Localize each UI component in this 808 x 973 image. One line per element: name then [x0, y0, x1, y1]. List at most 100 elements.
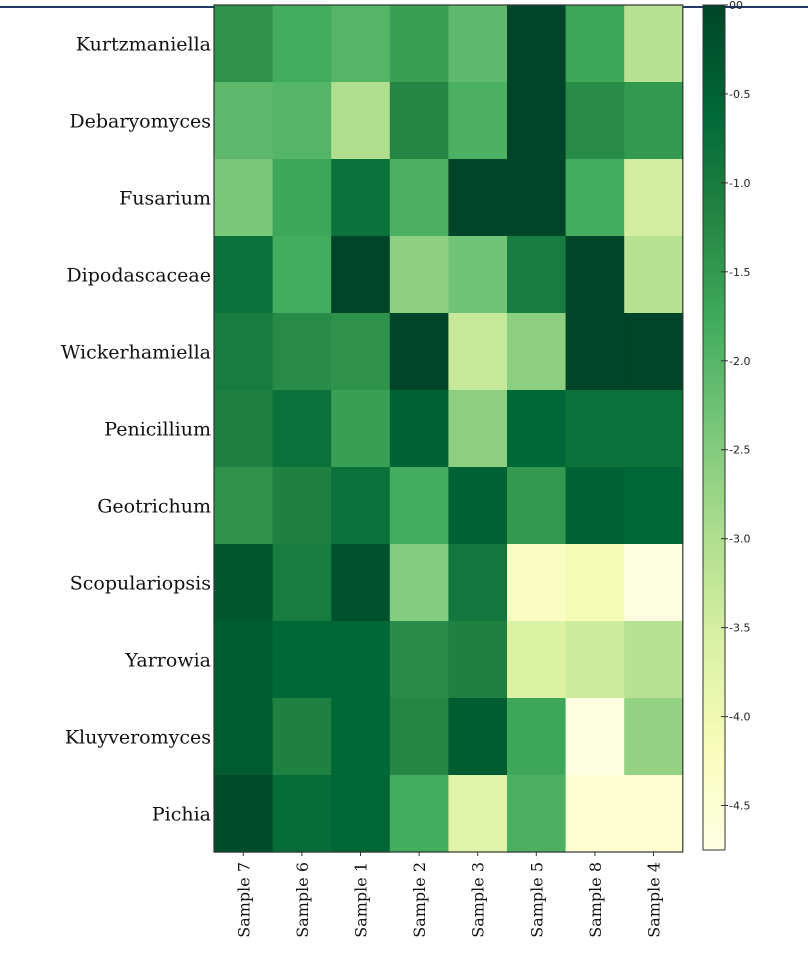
row-label: Kluyveromyces: [65, 727, 211, 749]
column-label: Sample 7: [234, 862, 253, 938]
heatmap-cell: [624, 775, 684, 853]
heatmap-cell: [331, 82, 391, 160]
heatmap-cell: [448, 82, 508, 160]
heatmap-cell: [507, 467, 567, 545]
heatmap-cell: [272, 698, 332, 776]
heatmap-cell: [448, 5, 508, 83]
heatmap-cell: [624, 5, 684, 83]
row-label: Pichia: [152, 804, 211, 826]
heatmap-cell: [565, 544, 625, 622]
heatmap-cell: [389, 698, 449, 776]
heatmap-cell: [272, 544, 332, 622]
colorbar-tick-label: -2.0: [729, 355, 750, 368]
heatmap-cell: [214, 313, 274, 391]
heatmap-cell: [331, 467, 391, 545]
heatmap-cell: [448, 313, 508, 391]
column-label: Sample 1: [352, 862, 371, 938]
heatmap-cell: [331, 5, 391, 83]
heatmap-cell: [624, 236, 684, 314]
heatmap-cell: [331, 313, 391, 391]
heatmap-cell: [507, 621, 567, 699]
heatmap-cell: [389, 159, 449, 237]
heatmap-cell: [272, 621, 332, 699]
row-label: Yarrowia: [124, 650, 211, 672]
heatmap-cell: [624, 698, 684, 776]
heatmap-cell: [214, 621, 274, 699]
heatmap-cell: [389, 236, 449, 314]
colorbar-tick-label: -3.5: [729, 622, 750, 635]
column-labels: Sample 7 Sample 6 Sample 1 Sample 2 Sample 3…: [234, 852, 664, 938]
heatmap-cell: [565, 5, 625, 83]
heatmap-cell: [507, 313, 567, 391]
heatmap-cell: [214, 698, 274, 776]
heatmap-cell: [272, 467, 332, 545]
heatmap-cell: [389, 390, 449, 468]
heatmap-cell: [331, 390, 391, 468]
colorbar-tick-label: -4.0: [729, 711, 750, 724]
heatmap-cell: [448, 775, 508, 853]
heatmap-cell: [331, 621, 391, 699]
column-label: Sample 2: [410, 862, 429, 938]
heatmap-cell: [624, 390, 684, 468]
heatmap-cell: [565, 467, 625, 545]
heatmap-cell: [565, 775, 625, 853]
colorbar-tick-label: -4.5: [729, 800, 750, 813]
heatmap-cell: [507, 390, 567, 468]
heatmap-cell: [507, 236, 567, 314]
heatmap-cell: [272, 159, 332, 237]
heatmap-cell: [624, 159, 684, 237]
heatmap-cell: [507, 5, 567, 83]
colorbar-tick-label: -1.5: [729, 266, 750, 279]
heatmap-cell: [624, 82, 684, 160]
row-label: Kurtzmaniella: [76, 34, 211, 56]
plot-frame: [213, 4, 684, 853]
heatmap-cell: [272, 313, 332, 391]
heatmap-cell: [214, 390, 274, 468]
row-label: Penicillium: [104, 419, 211, 441]
row-label: Scopulariopsis: [70, 573, 211, 595]
heatmap-cell: [507, 775, 567, 853]
column-label: Sample 8: [586, 862, 605, 938]
heatmap-cell: [507, 82, 567, 160]
heatmap-cell: [214, 5, 274, 83]
heatmap-cell: [272, 82, 332, 160]
heatmap-cell: [507, 544, 567, 622]
colorbar-tick-label: -2.5: [729, 444, 750, 457]
heatmap-cell: [565, 698, 625, 776]
heatmap-cell: [389, 621, 449, 699]
heatmap-cell: [565, 390, 625, 468]
heatmap-cell: [331, 698, 391, 776]
row-label: Fusarium: [119, 188, 211, 210]
row-labels: Kurtzmaniella Debaryomyces Fusarium Dipodas…: [61, 34, 211, 826]
row-label: Geotrichum: [97, 496, 211, 518]
column-label: Sample 4: [645, 862, 664, 938]
heatmap-cell: [389, 467, 449, 545]
heatmap-cell: [565, 159, 625, 237]
heatmap-cell: [331, 236, 391, 314]
heatmap-cell: [448, 236, 508, 314]
column-label: Sample 5: [527, 862, 546, 938]
heatmap-cell: [389, 5, 449, 83]
heatmap-cell: [624, 467, 684, 545]
row-label: Wickerhamiella: [61, 342, 211, 364]
heatmap-cell: [565, 82, 625, 160]
heatmap-cell: [214, 236, 274, 314]
heatmap-cell: [565, 621, 625, 699]
heatmap-cell: [272, 390, 332, 468]
heatmap-cell: [448, 159, 508, 237]
column-label: Sample 3: [469, 862, 488, 938]
heatmap-cell: [214, 544, 274, 622]
colorbar: [702, 4, 726, 851]
colorbar-tick-label: -1.0: [729, 177, 750, 190]
heatmap-cell: [507, 698, 567, 776]
heatmap-cell: [331, 159, 391, 237]
heatmap-cell: [624, 313, 684, 391]
heatmap-cell: [214, 775, 274, 853]
heatmap-cell: [565, 313, 625, 391]
heatmap-cell: [272, 5, 332, 83]
heatmap-cell: [565, 236, 625, 314]
heatmap-cell: [389, 82, 449, 160]
heatmap-cell: [448, 698, 508, 776]
column-label: Sample 6: [293, 862, 312, 938]
